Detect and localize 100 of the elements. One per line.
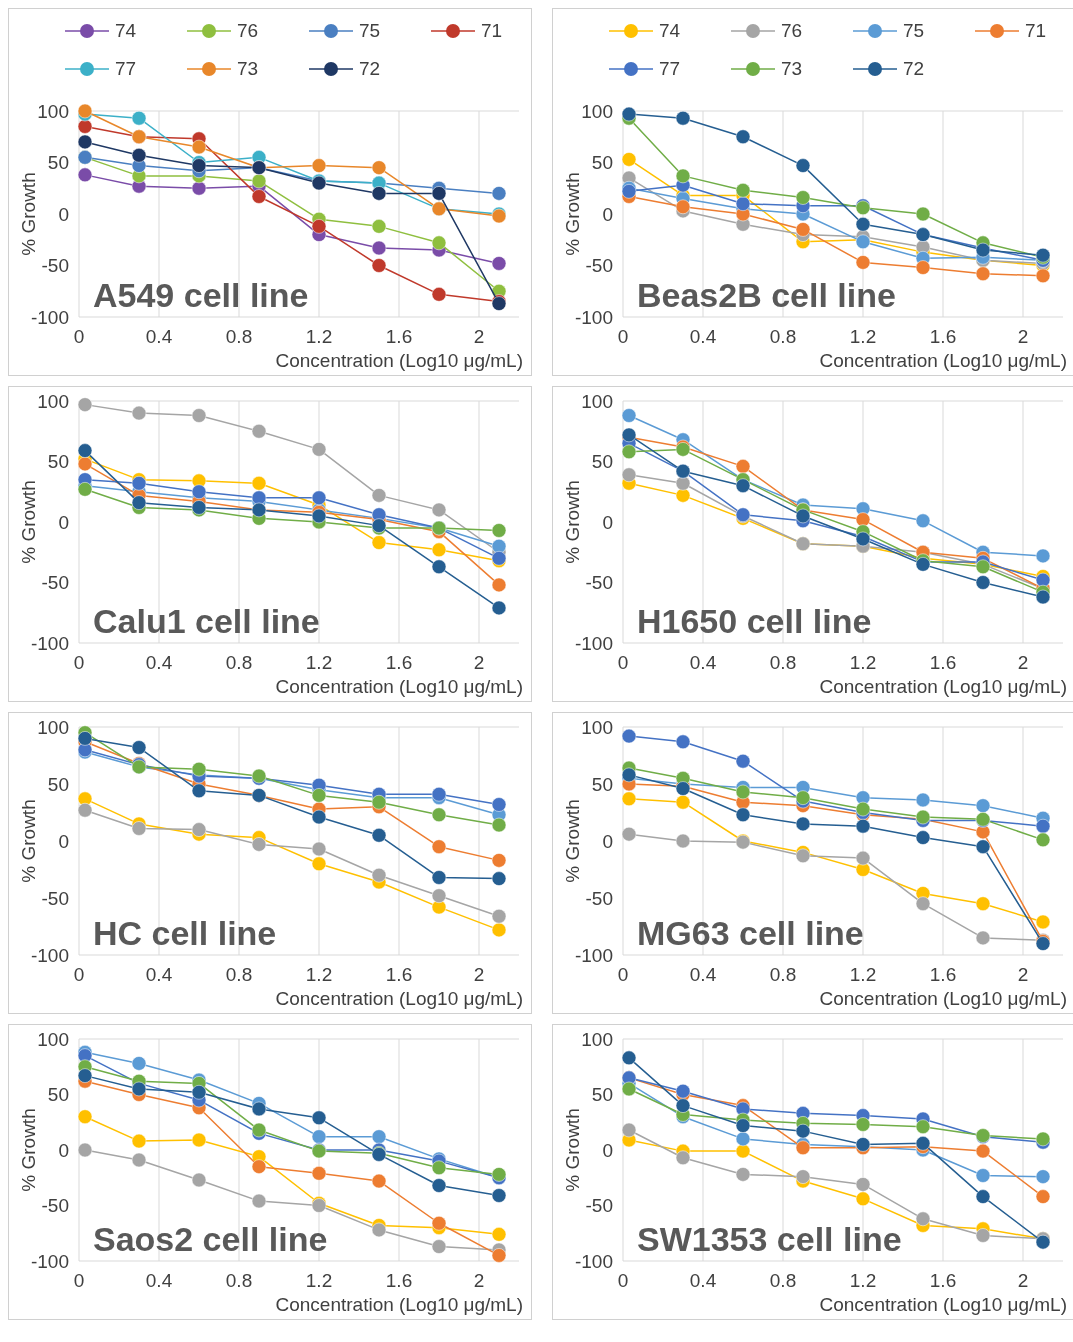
x-axis-title: Concentration (Log10 μg/mL)	[275, 1294, 523, 1315]
x-tick-label: 0	[73, 652, 85, 673]
y-axis-title: % Growth	[562, 480, 583, 564]
y-axis-title: % Growth	[18, 799, 39, 883]
y-tick-label: -50	[585, 887, 613, 909]
annotation: Saos2 cell line	[93, 1220, 328, 1258]
x-tick-label: 0.8	[769, 326, 797, 347]
y-tick-label: -50	[41, 572, 69, 594]
y-axis-title: % Growth	[562, 172, 583, 256]
x-tick-label: 1.6	[385, 1270, 413, 1291]
x-tick-label: 1.6	[385, 652, 413, 673]
x-tick-label: 0.8	[225, 326, 253, 347]
y-tick-label: 100	[37, 1028, 69, 1050]
x-tick-label: 0.8	[769, 1270, 797, 1291]
x-axis-title: Concentration (Log10 μg/mL)	[819, 350, 1067, 371]
x-tick-label: 0	[617, 1270, 629, 1291]
annotation: H1650 cell line	[637, 602, 872, 640]
y-tick-label: 0	[58, 203, 69, 225]
x-tick-label: 2	[1017, 652, 1029, 673]
legend-label: 75	[903, 20, 925, 41]
y-tick-label: -50	[41, 1195, 69, 1217]
legend-label: 73	[237, 58, 259, 79]
x-tick-label: 1.2	[305, 964, 333, 985]
legend-label: 71	[1025, 20, 1047, 41]
x-tick-label: 0.4	[689, 1270, 717, 1291]
x-tick-label: 0	[73, 1270, 85, 1291]
y-tick-label: -100	[30, 944, 69, 966]
y-tick-label: -50	[41, 255, 69, 277]
legend-label: 74	[115, 20, 137, 41]
y-tick-label: 0	[602, 1139, 613, 1161]
x-tick-label: 1.2	[849, 964, 877, 985]
y-tick-label: -50	[41, 887, 69, 909]
x-tick-label: 1.2	[849, 326, 877, 347]
y-tick-label: 50	[591, 773, 613, 795]
x-tick-label: 0.8	[225, 1270, 253, 1291]
y-tick-label: 0	[602, 830, 613, 852]
x-axis-title: Concentration (Log10 μg/mL)	[275, 676, 523, 697]
annotation: MG63 cell line	[637, 914, 864, 952]
annotation: HC cell line	[93, 914, 277, 952]
legend-label: 77	[115, 58, 137, 79]
annotation: Calu1 cell line	[93, 602, 320, 640]
legend-label: 76	[781, 20, 803, 41]
legend-label: 72	[359, 58, 381, 79]
x-tick-label: 0.8	[769, 964, 797, 985]
x-axis-title: Concentration (Log10 μg/mL)	[819, 1294, 1067, 1315]
y-tick-label: 50	[47, 773, 69, 795]
y-tick-label: 50	[47, 1084, 69, 1106]
x-tick-label: 0	[617, 964, 629, 985]
x-tick-label: 0.8	[225, 652, 253, 673]
legend-label: 74	[659, 20, 681, 41]
x-tick-label: 1.2	[849, 652, 877, 673]
y-tick-label: 100	[37, 390, 69, 412]
legend-label: 73	[781, 58, 803, 79]
y-tick-label: 50	[591, 1084, 613, 1106]
y-tick-label: 0	[58, 830, 69, 852]
x-tick-label: 2	[1017, 964, 1029, 985]
legend-label: 72	[903, 58, 925, 79]
x-tick-label: 1.6	[385, 964, 413, 985]
annotation: A549 cell line	[93, 276, 309, 314]
x-tick-label: 0.4	[145, 326, 173, 347]
x-axis-title: Concentration (Log10 μg/mL)	[275, 350, 523, 371]
y-tick-label: 50	[591, 152, 613, 174]
y-tick-label: 100	[37, 716, 69, 738]
legend-label: 75	[359, 20, 381, 41]
x-tick-label: 0.4	[689, 964, 717, 985]
x-tick-label: 0.4	[145, 652, 173, 673]
x-axis-title: Concentration (Log10 μg/mL)	[819, 988, 1067, 1009]
y-tick-label: 100	[581, 100, 613, 122]
x-tick-label: 0.4	[689, 652, 717, 673]
x-tick-label: 1.2	[305, 326, 333, 347]
y-tick-label: 0	[602, 203, 613, 225]
x-tick-label: 1.6	[385, 326, 413, 347]
y-axis-title: % Growth	[18, 480, 39, 564]
x-tick-label: 1.2	[305, 652, 333, 673]
annotation: Beas2B cell line	[637, 276, 896, 314]
x-tick-label: 0	[617, 652, 629, 673]
x-tick-label: 1.6	[929, 326, 957, 347]
x-tick-label: 0.4	[145, 1270, 173, 1291]
x-tick-label: 1.6	[929, 964, 957, 985]
x-tick-label: 1.2	[849, 1270, 877, 1291]
x-tick-label: 0	[73, 326, 85, 347]
x-tick-label: 0.8	[769, 652, 797, 673]
legend-label: 77	[659, 58, 681, 79]
legend-label: 71	[481, 20, 503, 41]
x-tick-label: 0.8	[225, 964, 253, 985]
y-tick-label: -100	[574, 306, 613, 328]
x-tick-label: 1.6	[929, 1270, 957, 1291]
y-tick-label: 50	[591, 451, 613, 473]
x-tick-label: 0.4	[689, 326, 717, 347]
x-tick-label: 0.4	[145, 964, 173, 985]
y-tick-label: 0	[602, 511, 613, 533]
y-tick-label: -100	[30, 306, 69, 328]
x-axis-title: Concentration (Log10 μg/mL)	[819, 676, 1067, 697]
x-tick-label: 0	[617, 326, 629, 347]
y-tick-label: 50	[47, 451, 69, 473]
y-tick-label: -50	[585, 572, 613, 594]
y-tick-label: 0	[58, 511, 69, 533]
y-tick-label: -100	[574, 944, 613, 966]
x-tick-label: 2	[473, 1270, 485, 1291]
x-tick-label: 2	[1017, 326, 1029, 347]
